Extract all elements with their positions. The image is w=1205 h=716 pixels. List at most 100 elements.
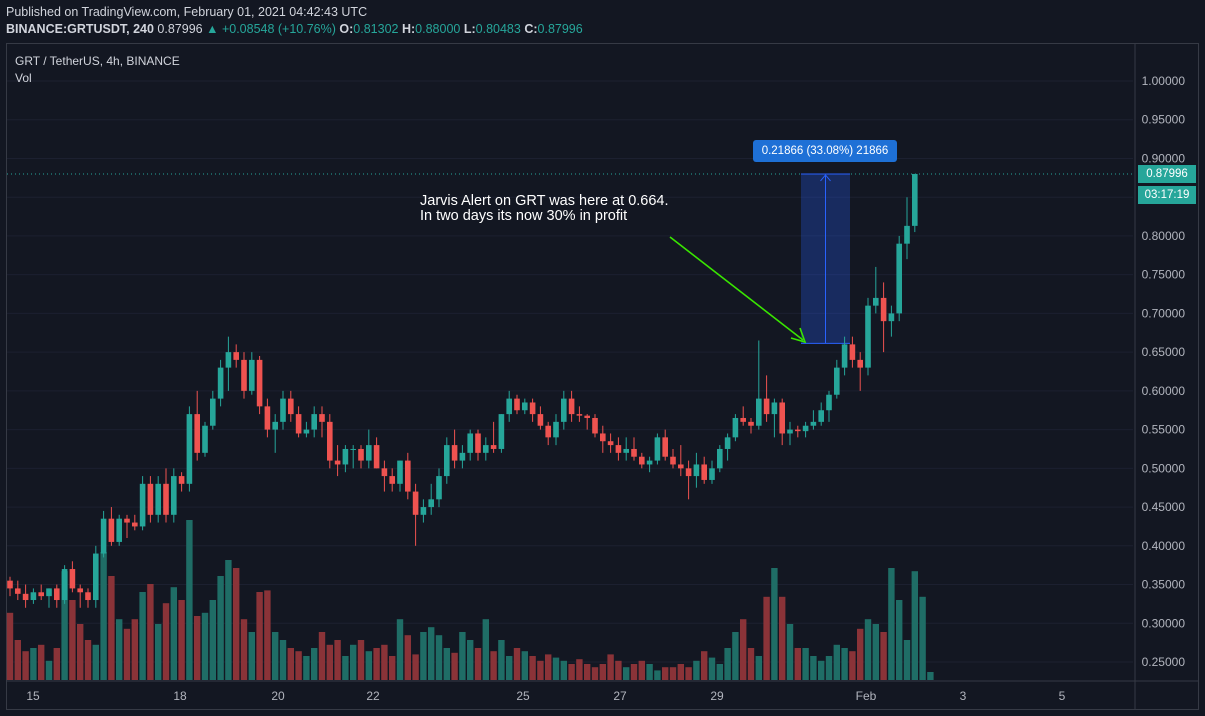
candle-body xyxy=(857,359,863,368)
volume-bar xyxy=(529,656,536,680)
volume-bar xyxy=(69,600,76,680)
volume-bar xyxy=(14,640,21,680)
volume-bar xyxy=(84,640,92,680)
volume-bar xyxy=(591,667,599,680)
time-tick-label: 27 xyxy=(613,689,627,703)
candle-body xyxy=(272,421,278,430)
candle-body xyxy=(771,402,778,415)
ohlc-line: BINANCE:GRTUSDT, 240 0.87996 ▲ +0.08548 … xyxy=(6,22,583,36)
alert-arrow[interactable] xyxy=(669,236,807,344)
candle-body xyxy=(30,592,37,601)
candle-body xyxy=(623,448,629,453)
price-tick-label: 0.50000 xyxy=(1142,461,1186,475)
volume-bar xyxy=(6,612,14,680)
candle-body xyxy=(841,344,848,368)
volume-bar xyxy=(147,584,154,680)
candle-body xyxy=(46,588,52,597)
volume-bar xyxy=(615,660,622,680)
candle-body xyxy=(561,398,567,422)
candle-body xyxy=(576,414,583,416)
volume-bar xyxy=(248,632,255,680)
candle-body xyxy=(873,297,879,306)
price-tick-label: 0.80000 xyxy=(1142,229,1186,243)
volume-bar xyxy=(919,596,926,680)
price-axis[interactable]: 1.000000.950000.900000.850000.800000.750… xyxy=(1142,74,1186,669)
candle-body xyxy=(171,476,177,515)
volume-bar xyxy=(412,654,419,680)
volume-bar xyxy=(201,612,209,680)
alert-annotation[interactable]: Jarvis Alert on GRT was here at 0.664. I… xyxy=(420,194,669,224)
candle-body xyxy=(615,445,622,453)
candle-body xyxy=(802,425,809,432)
candle-body xyxy=(826,394,832,411)
volume-bar xyxy=(568,664,575,680)
volume-bar xyxy=(428,627,435,680)
volume-bar xyxy=(669,667,677,680)
volume-bar xyxy=(155,624,162,680)
candle-body xyxy=(397,460,403,484)
volume-bar xyxy=(186,520,193,680)
candle-body xyxy=(147,483,154,515)
candles xyxy=(7,173,918,608)
volume-bar xyxy=(194,616,201,680)
candle-body xyxy=(139,483,146,527)
volume-bar xyxy=(38,644,45,680)
candle-body xyxy=(249,359,255,391)
candle-body xyxy=(607,441,614,446)
measure-arrow-head xyxy=(820,174,831,182)
candle-body xyxy=(233,352,239,360)
volume-bar xyxy=(92,644,99,680)
candle-body xyxy=(451,445,458,461)
candle-body xyxy=(303,429,310,434)
candle-body xyxy=(210,398,216,426)
time-tick-label: 25 xyxy=(516,689,530,703)
volume-bar xyxy=(646,664,653,680)
time-tick-label: 29 xyxy=(710,689,724,703)
candle-body xyxy=(810,421,817,426)
time-axis[interactable]: 15 18 20 22 25 27 29 Feb 3 5 xyxy=(26,689,1065,703)
close-label: C: xyxy=(524,22,538,36)
candle-body xyxy=(834,367,840,395)
candle-body xyxy=(670,456,676,465)
volume-bar xyxy=(864,619,872,680)
volume-bar xyxy=(818,660,825,680)
candle-body xyxy=(685,468,692,477)
volume-bar xyxy=(857,628,864,680)
volume-bar xyxy=(607,654,614,680)
candle-body xyxy=(568,398,575,415)
volume-bar xyxy=(911,571,918,680)
volume-bar xyxy=(747,648,755,680)
candle-body xyxy=(108,518,115,542)
candle-body xyxy=(912,173,918,226)
volume-bar xyxy=(872,624,879,680)
volume-bar xyxy=(849,651,856,680)
chart-header: Published on TradingView.com, February 0… xyxy=(0,0,1205,42)
volume-bar xyxy=(170,587,177,680)
volume-bar xyxy=(467,640,474,680)
volume-bar xyxy=(178,600,185,680)
price-tick-label: 0.60000 xyxy=(1142,384,1186,398)
candle-body xyxy=(880,297,887,322)
candle-body xyxy=(795,429,801,432)
volume-bar xyxy=(630,664,638,680)
candle-body xyxy=(54,588,60,601)
chart-frame[interactable] xyxy=(6,43,1199,710)
volume-bar xyxy=(342,656,349,680)
candle-body xyxy=(85,592,91,601)
candle-body xyxy=(381,468,388,477)
price-tick-label: 0.75000 xyxy=(1142,268,1186,282)
published-label: Published on TradingView.com, February 0… xyxy=(6,5,368,19)
volume-bar xyxy=(685,667,692,680)
current-price-tag: 0.87996 xyxy=(1138,165,1196,183)
candle-body xyxy=(646,460,653,465)
measure-tool[interactable] xyxy=(801,173,850,344)
volume-bar xyxy=(755,656,762,680)
candle-body xyxy=(38,592,44,597)
volume-bar xyxy=(521,651,528,680)
volume-bar xyxy=(139,592,146,680)
volume-bar xyxy=(311,648,318,680)
volume-bar xyxy=(662,667,669,680)
volume-bar xyxy=(217,576,224,680)
candle-body xyxy=(639,456,645,465)
